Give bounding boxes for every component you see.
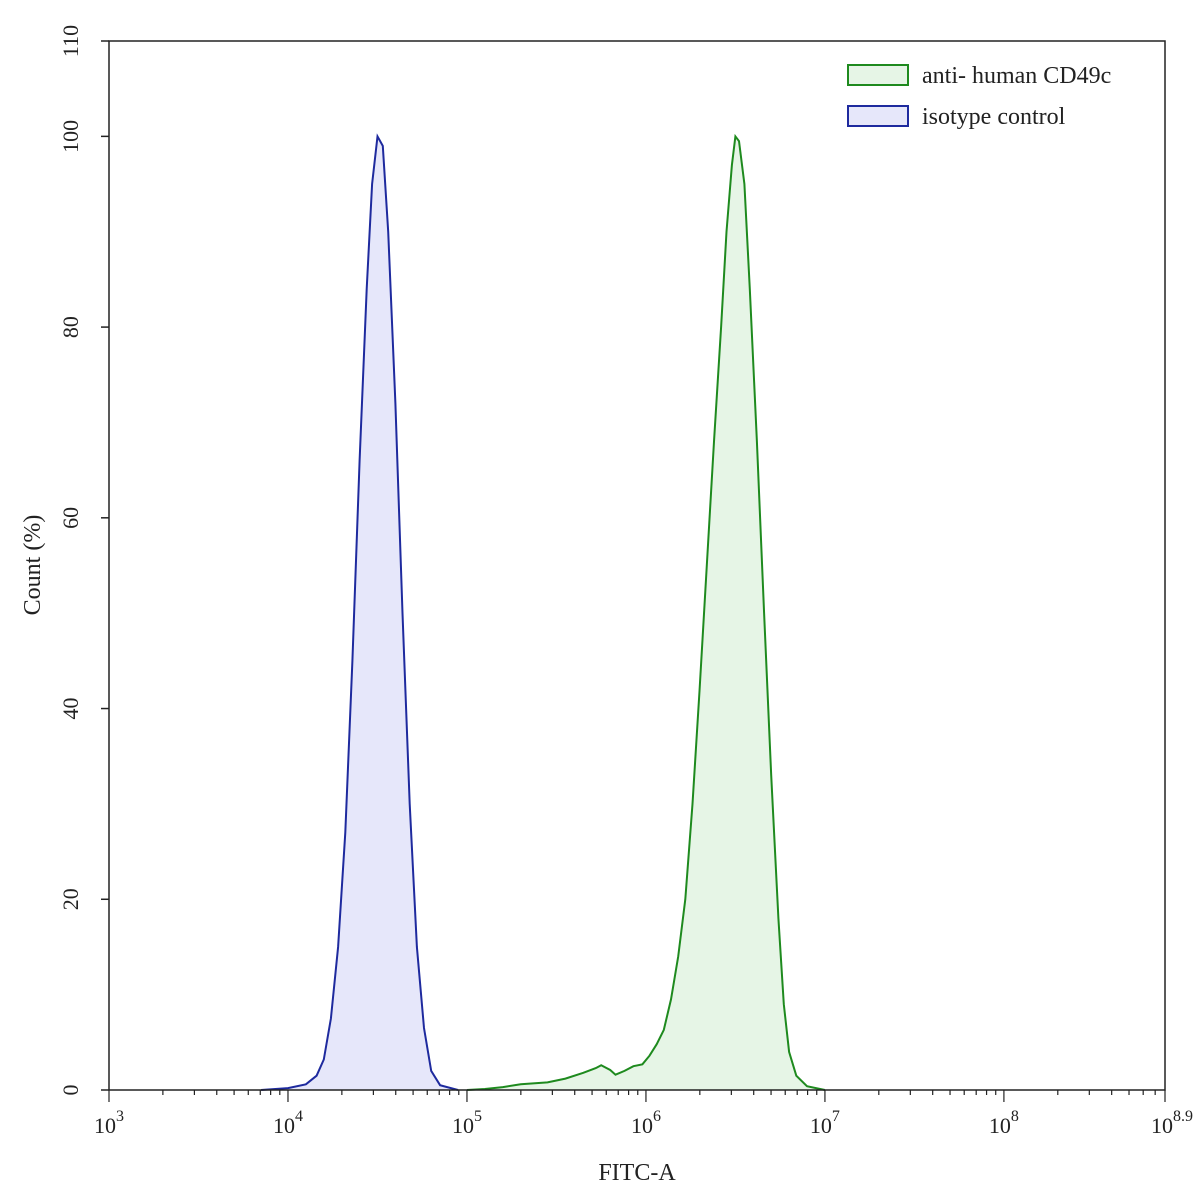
x-tick-labels: 103 104 105 106 107 108 108.9 bbox=[94, 1108, 1193, 1138]
axis-ticks bbox=[101, 40, 1166, 1102]
series-area-0 bbox=[467, 136, 825, 1090]
y-tick-label: 100 bbox=[58, 120, 83, 153]
legend: anti- human CD49c isotype control bbox=[847, 63, 1111, 130]
legend-label: anti- human CD49c bbox=[922, 63, 1111, 89]
y-tick-label: 60 bbox=[58, 507, 83, 529]
series-area-1 bbox=[261, 136, 458, 1090]
x-tick-label: 106 bbox=[631, 1108, 661, 1138]
y-tick-label: 20 bbox=[58, 888, 83, 910]
legend-label: isotype control bbox=[922, 104, 1066, 130]
x-tick-label: 103 bbox=[94, 1108, 124, 1138]
y-axis-title: Count (%) bbox=[20, 515, 46, 616]
legend-swatch bbox=[847, 64, 909, 86]
y-tick-label: 110 bbox=[58, 25, 83, 57]
y-tick-label: 0 bbox=[58, 1085, 83, 1096]
y-tick-label: 40 bbox=[58, 698, 83, 720]
y-tick-label: 80 bbox=[58, 316, 83, 338]
series-layer bbox=[261, 133, 826, 1091]
x-axis-title: FITC-A bbox=[598, 1160, 676, 1186]
x-tick-label: 108 bbox=[989, 1108, 1019, 1138]
x-tick-label: 105 bbox=[452, 1108, 482, 1138]
x-tick-label: 108.9 bbox=[1151, 1108, 1193, 1138]
y-tick-labels: 0 20 40 60 80 100 110 bbox=[58, 25, 83, 1096]
legend-swatch bbox=[847, 105, 909, 127]
series-line-0 bbox=[466, 133, 826, 1091]
x-tick-label: 107 bbox=[810, 1108, 840, 1138]
series-line-1 bbox=[261, 133, 459, 1091]
x-tick-label: 104 bbox=[273, 1108, 303, 1138]
plot-frame bbox=[108, 40, 1166, 1091]
